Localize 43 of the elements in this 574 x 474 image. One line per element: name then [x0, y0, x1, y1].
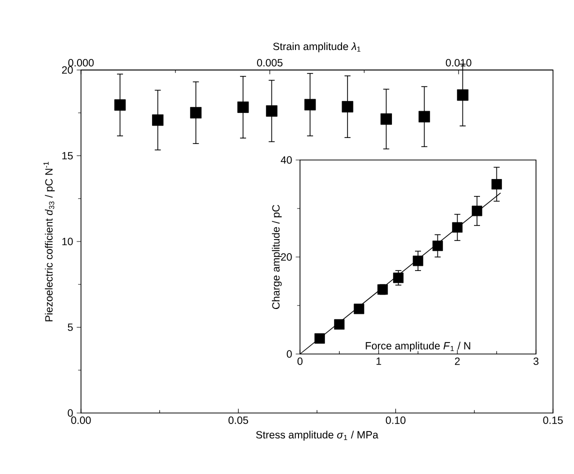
point — [380, 113, 392, 125]
x-tick-label: 2 — [454, 358, 460, 365]
point — [452, 222, 463, 233]
x-tick-label: 0.10 — [386, 416, 406, 424]
point — [334, 319, 345, 330]
y-tick-label: 5 — [68, 324, 73, 331]
x-tick-label: 0.00 — [71, 416, 91, 424]
y-axis-title: Charge amplitude / pC — [272, 204, 282, 309]
y-tick-label: 0 — [68, 409, 73, 417]
x2-tick-label: 0.000 — [68, 59, 94, 66]
y-tick-label: 20 — [281, 253, 292, 261]
x-axis-title: Force amplitude F$_{1}$ / N — [366, 342, 470, 352]
x-tick-label: 0 — [297, 358, 303, 365]
point — [342, 101, 354, 112]
point — [393, 272, 404, 284]
point — [114, 99, 126, 111]
y-tick-label: 0 — [286, 350, 292, 358]
point — [152, 114, 164, 126]
point — [432, 240, 443, 252]
x-tick-label: 0.05 — [228, 416, 248, 424]
y-axis-title: Piezoelectric cofficient d$_{33}$ / pC N$^{-1}$ — [44, 162, 55, 322]
point — [491, 179, 502, 190]
point — [314, 333, 325, 344]
y-tick-label: 40 — [280, 156, 292, 164]
point — [237, 102, 249, 113]
point — [354, 304, 364, 314]
point — [190, 107, 202, 118]
x-tick-label: 1 — [376, 358, 382, 365]
x-tick-label: 3 — [533, 358, 538, 365]
point — [472, 206, 482, 216]
x2-axis-title: Strain amplitude λ$_{1}$ — [273, 42, 360, 52]
point — [412, 256, 424, 266]
x-tick-label: 0.15 — [543, 416, 563, 424]
point — [456, 89, 468, 101]
x2-tick-label: 0.010 — [446, 59, 472, 66]
point — [266, 105, 278, 117]
x-axis-title: Stress amplitude σ$_{1}$ / MPa — [256, 430, 378, 441]
x2-tick-label: 0.005 — [257, 59, 283, 66]
point — [304, 98, 316, 110]
y-tick-label: 10 — [62, 238, 73, 246]
y-tick-label: 15 — [62, 152, 73, 160]
point — [418, 110, 430, 122]
y-tick-label: 20 — [62, 66, 73, 74]
